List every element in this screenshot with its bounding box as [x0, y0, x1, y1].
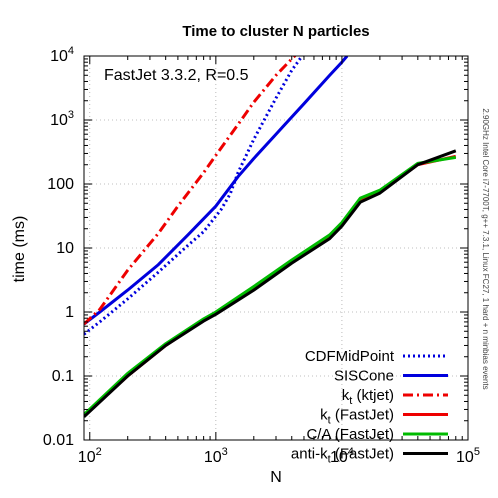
series-group [84, 56, 457, 418]
series-line-k-t-ktjet- [84, 56, 297, 326]
chart-title: Time to cluster N particles [182, 23, 369, 40]
x-tick-label: 103 [204, 446, 228, 466]
series-line-cdfmidpoint [84, 56, 304, 336]
legend-label: kt (ktjet) [342, 387, 394, 407]
y-tick-label: 100 [47, 176, 74, 193]
y-tick-label: 103 [50, 109, 74, 129]
y-tick-label: 0.01 [43, 432, 74, 449]
y-tick-labels: 0.01 0.1 1 10 100 103 104 [43, 45, 74, 449]
legend-label: C/A (FastJet) [306, 426, 394, 443]
y-tick-label: 0.1 [52, 368, 74, 385]
legend-label: SISCone [334, 368, 394, 385]
legend-label: anti-kt (FastJet) [291, 446, 394, 466]
annotation-text: FastJet 3.3.2, R=0.5 [104, 67, 249, 84]
series-line-c-a-fastjet- [84, 155, 457, 416]
grid-lines [84, 55, 469, 441]
y-axis-label: time (ms) [11, 216, 28, 283]
x-tick-label: 104 [330, 446, 354, 466]
x-tick-labels: 102 103 104 105 [78, 446, 480, 466]
legend-label: CDFMidPoint [305, 348, 395, 365]
series-line-k-t-fastjet- [84, 154, 457, 417]
legend: CDFMidPoint SISCone kt (ktjet)kt (FastJet)… [291, 348, 448, 466]
y-tick-label: 104 [50, 45, 74, 65]
hardware-note: 2.90GHz Intel Core i7-7700T, g++ 7.3.1, … [481, 108, 490, 389]
x-axis-label: N [270, 469, 282, 486]
axis-ticks [83, 55, 469, 441]
legend-label: kt (FastJet) [320, 407, 394, 427]
series-line-siscone [84, 56, 349, 326]
y-tick-label: 10 [56, 240, 74, 257]
x-tick-label: 102 [78, 446, 102, 466]
y-tick-label: 1 [65, 304, 74, 321]
series-line-anti-k-t-fastjet- [84, 149, 457, 418]
x-tick-label: 105 [456, 446, 480, 466]
